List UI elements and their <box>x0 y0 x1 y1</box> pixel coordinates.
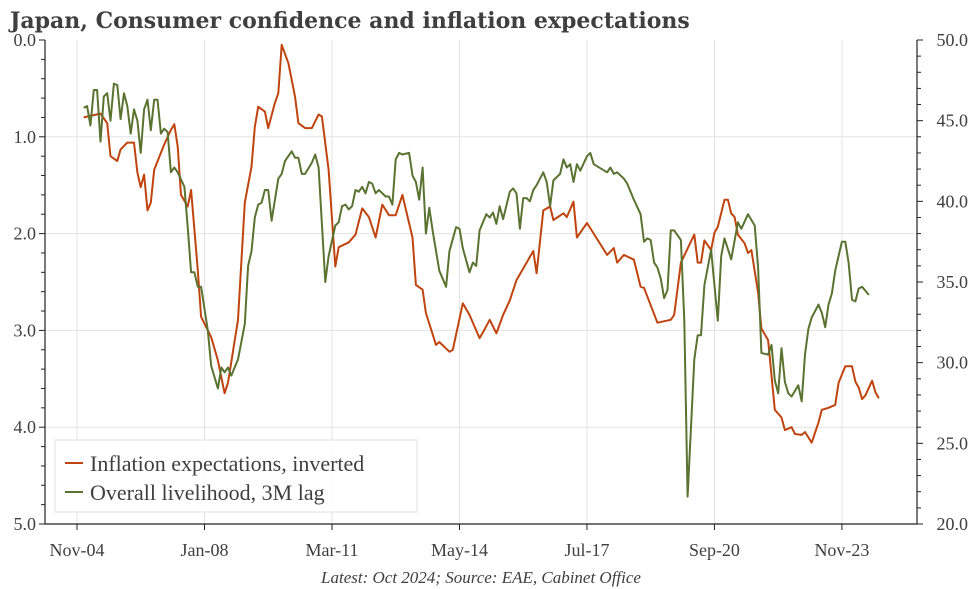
series-line-livelihood <box>83 82 870 498</box>
y-right-tick-label: 30.0 <box>937 353 969 373</box>
y-right-tick-label: 35.0 <box>937 272 969 292</box>
x-tick-label: Jul-17 <box>564 540 609 560</box>
legend-label-inflation: Inflation expectations, inverted <box>90 451 364 476</box>
x-tick-label: May-14 <box>431 540 488 560</box>
y-left-tick-label: 0.0 <box>14 30 37 50</box>
x-tick-label: Nov-04 <box>50 540 105 560</box>
y-right-tick-label: 50.0 <box>937 30 969 50</box>
y-left-tick-label: 5.0 <box>14 514 37 534</box>
legend: Inflation expectations, inverted Overall… <box>54 439 418 513</box>
axes: 0.0 1.0 2.0 3.0 4.0 5.0 50.0 45.0 40.0 35.0 30.0 25… <box>14 30 969 560</box>
legend-box <box>54 439 418 513</box>
source-note: Latest: Oct 2024; Source: EAE, Cabinet O… <box>320 568 641 587</box>
y-left-tick-label: 3.0 <box>14 320 37 340</box>
series-line-inflation <box>83 43 880 444</box>
x-tick-label: Nov-23 <box>814 540 869 560</box>
series-lines <box>83 43 880 498</box>
y-left-tick-label: 4.0 <box>14 417 37 437</box>
y-left-tick-label: 2.0 <box>14 224 37 244</box>
x-tick-label: Sep-20 <box>689 540 740 560</box>
chart-title: Japan, Consumer confidence and inflation… <box>8 8 690 34</box>
y-right-tick-label: 45.0 <box>937 111 969 131</box>
legend-label-livelihood: Overall livelihood, 3M lag <box>90 480 325 505</box>
y-right-tick-label: 25.0 <box>937 433 969 453</box>
x-tick-label: Mar-11 <box>305 540 358 560</box>
y-left-tick-label: 1.0 <box>14 127 37 147</box>
y-right-tick-label: 20.0 <box>937 514 969 534</box>
gridlines <box>45 40 917 524</box>
y-right-tick-label: 40.0 <box>937 191 969 211</box>
x-tick-label: Jan-08 <box>180 540 228 560</box>
